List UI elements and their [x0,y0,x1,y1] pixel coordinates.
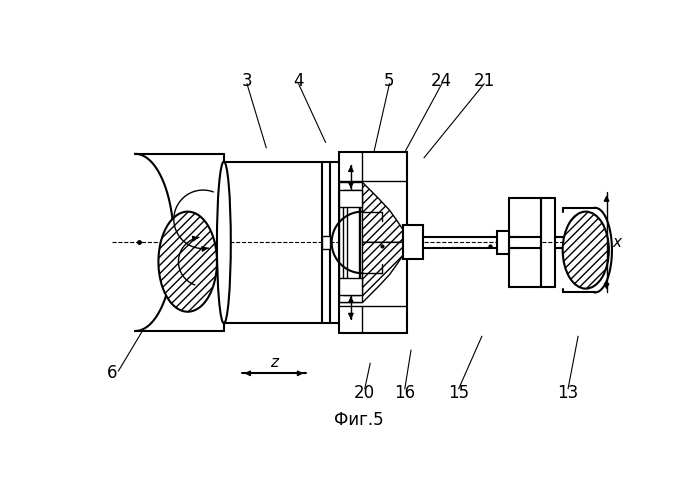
Ellipse shape [217,162,231,323]
Text: 21: 21 [473,71,495,90]
Text: Фиг.5: Фиг.5 [334,411,384,428]
Text: 4: 4 [294,71,304,90]
Bar [340,190,363,207]
Bar [403,225,422,259]
Polygon shape [159,211,217,312]
Bar [347,198,359,287]
Bar [340,151,407,333]
Text: 6: 6 [107,364,117,382]
Bar [340,182,363,303]
Text: 16: 16 [394,384,415,402]
Bar [497,231,509,254]
Bar [509,198,541,287]
Bar [322,236,330,248]
Text: 13: 13 [557,384,579,402]
Text: 3: 3 [242,71,252,90]
Text: z: z [270,355,278,370]
Text: 15: 15 [448,384,469,402]
Text: x: x [613,235,621,250]
Text: 20: 20 [354,384,375,402]
Polygon shape [340,182,407,243]
Ellipse shape [563,211,609,288]
Bar [343,190,360,295]
Text: 24: 24 [431,71,452,90]
Bar [340,278,363,295]
Polygon shape [340,243,407,303]
Text: 5: 5 [384,71,395,90]
